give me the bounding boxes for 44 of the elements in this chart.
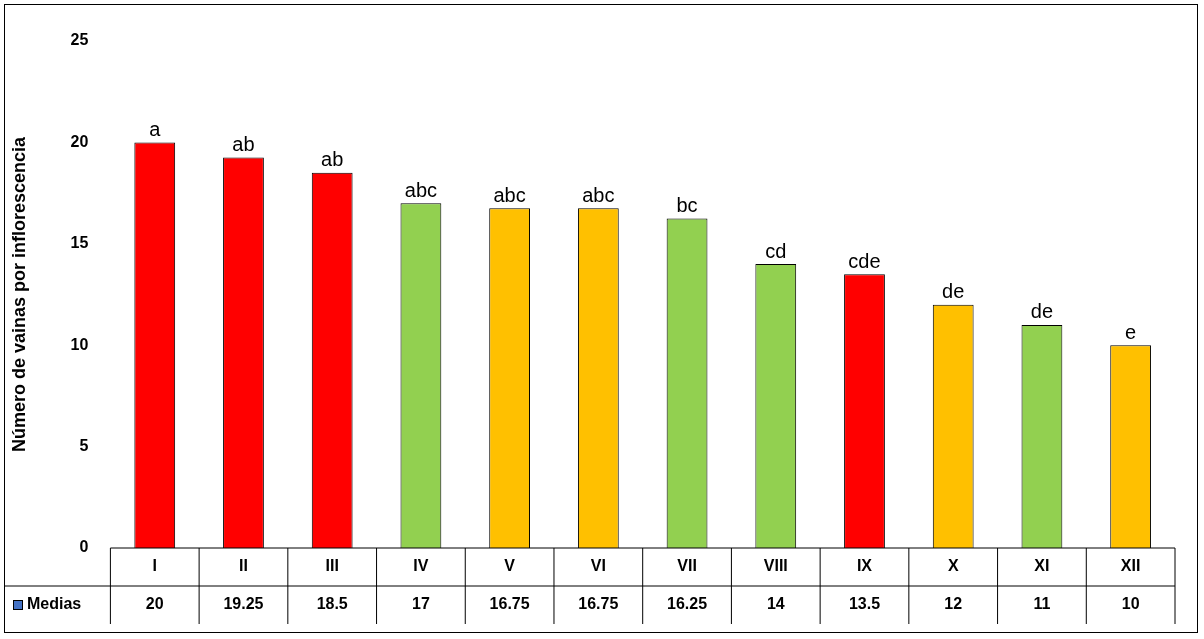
x-tick-label: IX — [856, 557, 873, 575]
annotation: abc — [404, 178, 438, 201]
y-tick-label: 25 — [70, 31, 89, 49]
data-label: 19.25 — [223, 595, 264, 613]
annotation: abc — [582, 183, 615, 206]
data-label: 11 — [1033, 595, 1051, 613]
data-label: 14 — [766, 595, 785, 613]
x-tick-label: I — [152, 557, 157, 575]
x-tick-label: X — [947, 557, 959, 575]
y-axis-title: Número de vainas por inflorescencia — [8, 135, 29, 453]
annotation: bc — [676, 193, 698, 216]
x-tick-label: VIII — [763, 557, 788, 575]
annotation: ab — [232, 133, 255, 156]
data-label: 16.75 — [489, 595, 530, 613]
x-tick-label: III — [325, 557, 339, 575]
y-tick-label: 0 — [79, 538, 89, 556]
y-tick-label: 10 — [70, 335, 89, 353]
annotation: e — [1125, 320, 1137, 343]
annotation: de — [942, 280, 965, 303]
data-label: 18.5 — [316, 595, 348, 613]
annotation: cd — [765, 239, 787, 262]
data-label: 16.75 — [578, 595, 619, 613]
annotation: cde — [848, 249, 881, 272]
y-tick-label: 5 — [79, 437, 89, 455]
annotation: de — [1030, 300, 1054, 323]
data-label: 20 — [145, 595, 164, 613]
data-label: 10 — [1121, 595, 1140, 613]
text: Medias — [27, 595, 82, 613]
x-tick-label: XII — [1120, 557, 1141, 575]
x-tick-label: XI — [1034, 557, 1050, 575]
data-label: 17 — [412, 595, 430, 613]
x-tick-label: VI — [590, 557, 606, 575]
data-label: 16.25 — [667, 595, 708, 613]
x-tick-label: II — [239, 557, 248, 575]
annotation: ab — [321, 148, 344, 171]
data-label: 13.5 — [848, 595, 881, 613]
x-tick-label: VII — [677, 557, 697, 575]
annotation: abc — [493, 183, 526, 206]
y-tick-label: 15 — [70, 234, 89, 252]
y-tick-label: 20 — [70, 132, 89, 150]
annotation: a — [149, 117, 162, 140]
x-tick-label: IV — [413, 557, 429, 575]
x-tick-label: V — [504, 557, 516, 575]
data-label: 12 — [944, 595, 963, 613]
